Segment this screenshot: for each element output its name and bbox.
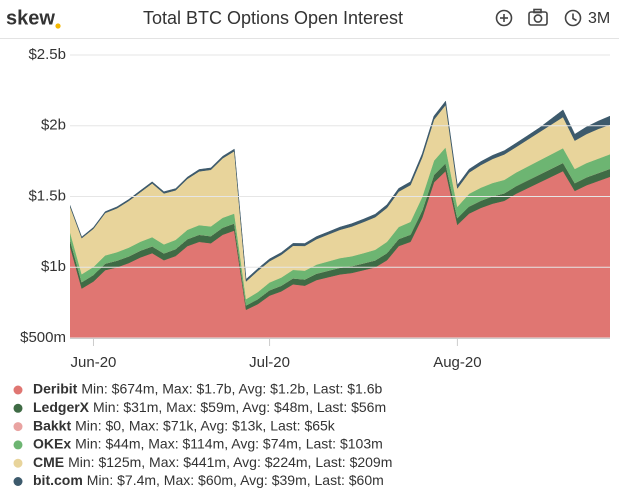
- legend-stats: Min: $125m, Max: $441m, Avg: $224m, Last…: [68, 454, 392, 470]
- legend-dot: [13, 422, 23, 432]
- legend-dot: [13, 458, 23, 468]
- screenshot-button[interactable]: [528, 8, 548, 26]
- logo-dot: [55, 23, 61, 29]
- legend-item: CME Min: $125m, Max: $441m, Avg: $224m, L…: [13, 454, 392, 470]
- legend-dot: [13, 440, 23, 450]
- legend-item: Bakkt Min: $0, Max: $71k, Avg: $13k, Last…: [13, 417, 336, 433]
- logo: skew: [6, 7, 55, 29]
- y-tick-label: $2.5b: [28, 46, 66, 63]
- x-tick-label: Aug-20: [433, 354, 481, 371]
- legend-name: LedgerX: [33, 399, 90, 415]
- legend-item: Deribit Min: $674m, Max: $1.7b, Avg: $1.2…: [13, 381, 382, 397]
- legend-item: OKEx Min: $44m, Max: $114m, Avg: $74m, La…: [13, 436, 383, 452]
- legend-item: bit.com Min: $7.4m, Max: $60m, Avg: $39m,…: [13, 472, 384, 488]
- legend-name: bit.com: [33, 472, 83, 488]
- chart-title: Total BTC Options Open Interest: [143, 8, 403, 28]
- areas: [70, 100, 610, 338]
- legend-stats: Min: $0, Max: $71k, Avg: $13k, Last: $65…: [75, 417, 336, 433]
- y-tick-label: $1b: [41, 258, 66, 275]
- range-label[interactable]: 3M: [588, 10, 610, 27]
- legend-name: Deribit: [33, 381, 78, 397]
- y-tick-label: $1.5b: [28, 187, 66, 204]
- x-tick-label: Jun-20: [71, 354, 117, 371]
- legend-dot: [13, 385, 23, 395]
- legend-stats: Min: $7.4m, Max: $60m, Avg: $39m, Last: …: [87, 472, 384, 488]
- legend-dot: [13, 477, 23, 486]
- legend-dot: [13, 403, 23, 413]
- legend-stats: Min: $44m, Max: $114m, Avg: $74m, Last: …: [75, 436, 383, 452]
- legend-stats: Min: $674m, Max: $1.7b, Avg: $1.2b, Last…: [81, 381, 382, 397]
- legend-stats: Min: $31m, Max: $59m, Avg: $48m, Last: $…: [93, 399, 386, 415]
- legend-name: CME: [33, 454, 64, 470]
- y-tick-label: $2b: [41, 117, 66, 134]
- range-button[interactable]: 3M: [564, 9, 611, 27]
- legend-item: LedgerX Min: $31m, Max: $59m, Avg: $48m, …: [13, 399, 386, 415]
- legend-name: Bakkt: [33, 417, 71, 433]
- legend-name: OKEx: [33, 436, 71, 452]
- x-tick-label: Jul-20: [249, 354, 290, 371]
- y-tick-label: $500m: [20, 329, 66, 346]
- add-button[interactable]: [495, 9, 513, 27]
- area-bit-com: [70, 100, 610, 282]
- header-bar: [0, 0, 619, 38]
